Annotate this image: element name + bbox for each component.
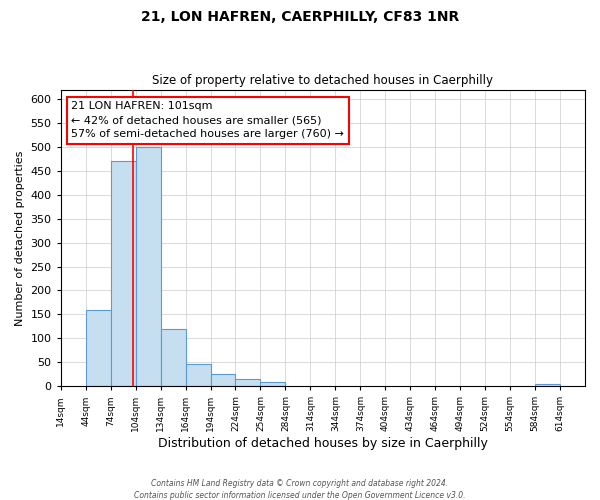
Text: 21, LON HAFREN, CAERPHILLY, CF83 1NR: 21, LON HAFREN, CAERPHILLY, CF83 1NR (141, 10, 459, 24)
Bar (535, 384, 560, 386)
Text: 21 LON HAFREN: 101sqm
← 42% of detached houses are smaller (565)
57% of semi-det: 21 LON HAFREN: 101sqm ← 42% of detached … (71, 102, 344, 140)
Bar (161, 329, 185, 386)
Y-axis label: Number of detached properties: Number of detached properties (15, 150, 25, 326)
Text: Contains HM Land Registry data © Crown copyright and database right 2024.
Contai: Contains HM Land Registry data © Crown c… (134, 478, 466, 500)
X-axis label: Distribution of detached houses by size in Caerphilly: Distribution of detached houses by size … (158, 437, 488, 450)
Bar (185, 364, 211, 386)
Bar (235, 379, 260, 386)
Bar (136, 147, 161, 386)
Bar (86, 310, 110, 386)
Bar (211, 374, 235, 386)
Title: Size of property relative to detached houses in Caerphilly: Size of property relative to detached ho… (152, 74, 493, 87)
Bar (260, 382, 286, 386)
Bar (110, 162, 136, 386)
